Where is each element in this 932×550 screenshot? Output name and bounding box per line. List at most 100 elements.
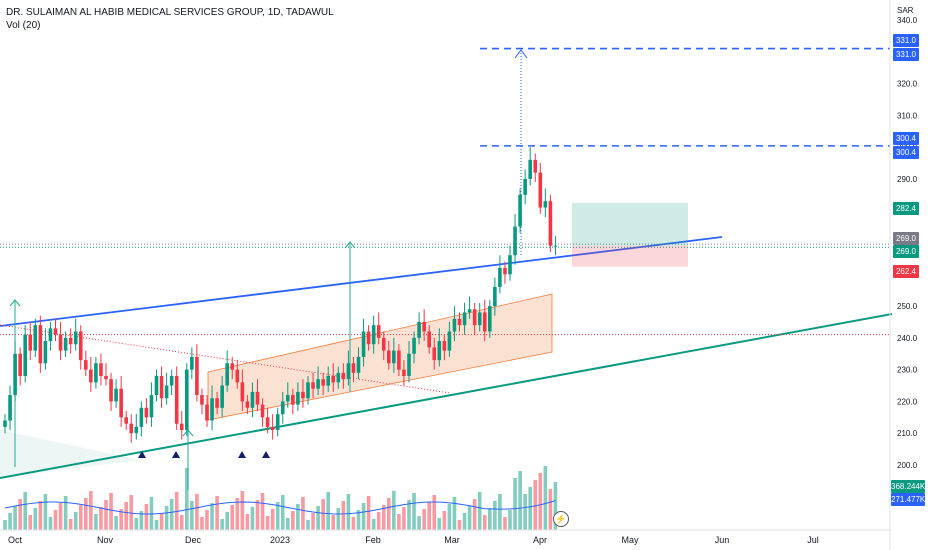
candle-body xyxy=(185,369,189,431)
take-profit-zone xyxy=(572,203,688,246)
volume-bar xyxy=(53,510,58,530)
candle-body xyxy=(63,337,68,351)
volume-bar xyxy=(265,516,270,530)
volume-bar xyxy=(392,491,396,530)
candle-body xyxy=(18,353,22,376)
volume-bar xyxy=(296,504,300,530)
volume-bar xyxy=(73,512,78,530)
candle-body xyxy=(129,423,134,434)
pivot-marker xyxy=(262,451,270,458)
candle-body xyxy=(270,426,275,431)
volume-bar xyxy=(503,517,507,530)
volume-bar xyxy=(99,507,103,530)
volume-indicator-label[interactable]: Vol (20) xyxy=(6,20,41,31)
volume-bar xyxy=(442,511,447,530)
price-badge: 282.4 xyxy=(893,202,919,215)
candle-body xyxy=(356,356,361,373)
candle-body xyxy=(78,331,83,361)
volume-bar xyxy=(270,509,275,530)
green-trendline xyxy=(0,313,893,479)
candle-body xyxy=(371,325,376,345)
volume-bar xyxy=(144,504,149,530)
volume-bar xyxy=(28,515,33,530)
volume-bar xyxy=(104,500,108,530)
volume-bar xyxy=(114,516,118,530)
candle-body xyxy=(366,331,371,345)
candle-body xyxy=(548,201,553,246)
volume-bar xyxy=(488,508,492,530)
volume-bar xyxy=(351,517,356,530)
candle-body xyxy=(417,321,421,338)
candle-body xyxy=(462,312,467,326)
candle-body xyxy=(503,267,507,275)
volume-bar xyxy=(376,512,381,530)
candle-body xyxy=(260,404,265,418)
symbol-title[interactable]: DR. SULAIMAN AL HABIB MEDICAL SERVICES G… xyxy=(6,7,334,18)
price-badge: 331.0 xyxy=(893,48,919,61)
volume-bar xyxy=(190,501,194,530)
currency-label: SAR xyxy=(897,6,914,15)
candle-body xyxy=(200,395,204,405)
candle-body xyxy=(53,328,58,335)
volume-bar xyxy=(38,501,43,530)
candle-body xyxy=(452,318,457,332)
measure-arrow-head xyxy=(9,299,21,307)
candle-body xyxy=(326,376,330,386)
price-badge: 368.244K xyxy=(891,480,926,493)
candle-body xyxy=(230,363,235,370)
volume-bar xyxy=(543,466,548,530)
volume-bar xyxy=(381,505,386,530)
candle-body xyxy=(280,401,285,415)
candle-body xyxy=(538,172,543,208)
volume-bar xyxy=(467,506,472,530)
candle-body xyxy=(407,353,411,376)
candle-body xyxy=(169,376,174,386)
candle-body xyxy=(89,369,93,383)
candle-body xyxy=(134,426,139,434)
volume-bar xyxy=(43,494,48,530)
volume-bar xyxy=(301,497,305,530)
price-tick-label: 220.0 xyxy=(897,397,918,406)
time-tick-label: Dec xyxy=(185,535,202,545)
candle-body xyxy=(498,267,502,287)
time-tick-label: Mar xyxy=(444,535,460,545)
candle-body xyxy=(518,194,522,227)
volume-bar xyxy=(255,500,260,530)
volume-bar xyxy=(185,468,189,530)
pivot-marker xyxy=(238,451,246,458)
candle-body xyxy=(245,401,250,408)
volume-bar xyxy=(477,492,482,530)
price-tick-label: 290.0 xyxy=(897,175,918,184)
candle-body xyxy=(8,395,12,421)
volume-bar xyxy=(457,520,462,530)
volume-bar xyxy=(260,493,265,530)
candle-body xyxy=(225,363,229,386)
candle-body xyxy=(376,325,381,338)
volume-bar xyxy=(366,496,371,530)
volume-bar xyxy=(230,505,235,530)
candlesticks xyxy=(3,147,558,443)
candle-body xyxy=(159,376,164,399)
volume-bar xyxy=(432,495,437,530)
volume-bar xyxy=(331,515,336,530)
candle-body xyxy=(33,325,38,351)
volume-bar xyxy=(48,517,53,530)
volume-bar xyxy=(205,510,209,530)
lightning-icon[interactable]: ⚡ xyxy=(553,511,569,527)
volume-bar xyxy=(210,503,214,530)
measure-arrow-head xyxy=(344,241,356,249)
candle-body xyxy=(543,201,548,208)
pivot-marker xyxy=(172,451,180,458)
volume-bar xyxy=(513,478,517,530)
volume-bar xyxy=(533,480,538,530)
candle-body xyxy=(240,382,245,402)
candle-body xyxy=(68,337,73,345)
time-tick-label: Oct xyxy=(8,535,23,545)
candle-body xyxy=(215,398,219,408)
price-badge: 300.4 xyxy=(893,146,919,159)
time-tick-label: Apr xyxy=(533,535,547,545)
candle-body xyxy=(387,350,391,364)
volume-bar xyxy=(422,509,426,530)
candle-body xyxy=(432,347,437,361)
